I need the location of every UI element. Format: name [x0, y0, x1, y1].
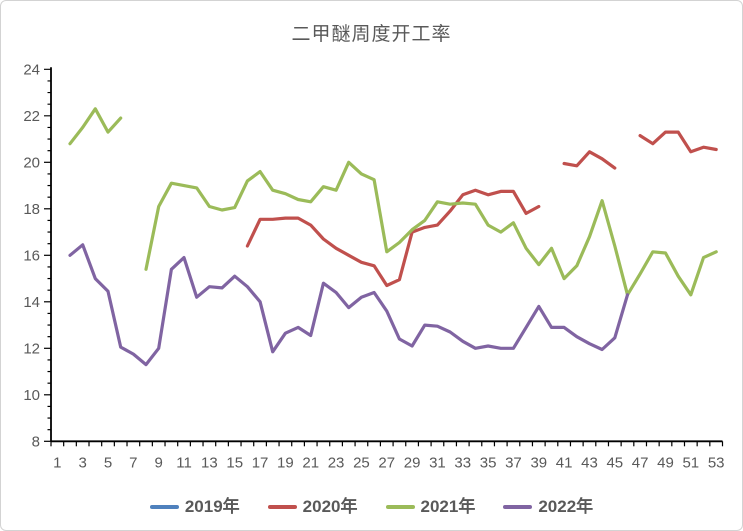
legend-line-swatch-2019 — [149, 505, 179, 509]
legend-label: 2019年 — [184, 497, 240, 516]
svg-text:23: 23 — [328, 454, 345, 471]
legend-item-2020: 2020年 — [267, 497, 358, 517]
svg-text:27: 27 — [378, 454, 395, 471]
legend: 2019年 2020年 2021年 2022年 — [1, 494, 742, 520]
axes — [50, 67, 723, 443]
chart-title: 二甲醚周度开工率 — [291, 23, 452, 45]
series-line-2022年 — [68, 243, 630, 367]
svg-text:49: 49 — [657, 454, 674, 471]
svg-text:51: 51 — [682, 454, 699, 471]
series-line-2021年 — [68, 107, 718, 297]
svg-text:22: 22 — [23, 108, 40, 125]
svg-text:11: 11 — [176, 454, 192, 471]
svg-text:3: 3 — [79, 454, 87, 471]
x-tick-labels: 1 3 5 7 9 11 13 15 17 19 21 23 25 27 29 31 33 35 37 39 41 43 4… — [53, 454, 724, 471]
legend-line-swatch-2022 — [503, 505, 533, 509]
legend-item-2021: 2021年 — [385, 497, 476, 517]
svg-text:14: 14 — [23, 294, 40, 311]
svg-text:12: 12 — [23, 340, 40, 357]
svg-text:33: 33 — [454, 454, 471, 471]
svg-text:35: 35 — [480, 454, 497, 471]
legend-line-swatch-2021 — [385, 505, 415, 509]
legend-label: 2022年 — [538, 497, 594, 516]
svg-text:1: 1 — [53, 454, 61, 471]
legend-item-2019: 2019年 — [149, 497, 240, 517]
svg-text:41: 41 — [556, 454, 573, 471]
svg-text:47: 47 — [632, 454, 649, 471]
svg-text:16: 16 — [23, 247, 40, 264]
svg-text:20: 20 — [23, 154, 40, 171]
legend-item-2022: 2022年 — [503, 497, 593, 517]
svg-text:29: 29 — [404, 454, 421, 471]
svg-text:18: 18 — [23, 201, 40, 218]
svg-text:53: 53 — [708, 454, 725, 471]
svg-text:17: 17 — [252, 454, 269, 471]
legend-label: 2021年 — [420, 497, 476, 516]
x-ticks — [50, 441, 724, 447]
y-tick-labels: 8 10 12 14 16 18 20 22 24 — [23, 61, 40, 450]
svg-text:15: 15 — [226, 454, 243, 471]
svg-text:45: 45 — [606, 454, 623, 471]
svg-text:8: 8 — [32, 433, 40, 450]
svg-text:9: 9 — [155, 454, 163, 471]
svg-text:25: 25 — [353, 454, 370, 471]
svg-text:19: 19 — [277, 454, 294, 471]
svg-text:10: 10 — [23, 387, 40, 404]
series-line-2020年 — [245, 130, 718, 288]
legend-line-swatch-2020 — [267, 505, 297, 509]
legend-label: 2020年 — [302, 497, 358, 516]
svg-text:37: 37 — [505, 454, 522, 471]
svg-text:21: 21 — [302, 454, 319, 471]
svg-text:24: 24 — [23, 61, 40, 78]
svg-text:43: 43 — [581, 454, 598, 471]
svg-text:39: 39 — [530, 454, 547, 471]
svg-text:5: 5 — [104, 454, 112, 471]
svg-text:7: 7 — [129, 454, 137, 471]
svg-text:13: 13 — [201, 454, 218, 471]
y-ticks — [44, 68, 51, 442]
svg-text:31: 31 — [429, 454, 446, 471]
